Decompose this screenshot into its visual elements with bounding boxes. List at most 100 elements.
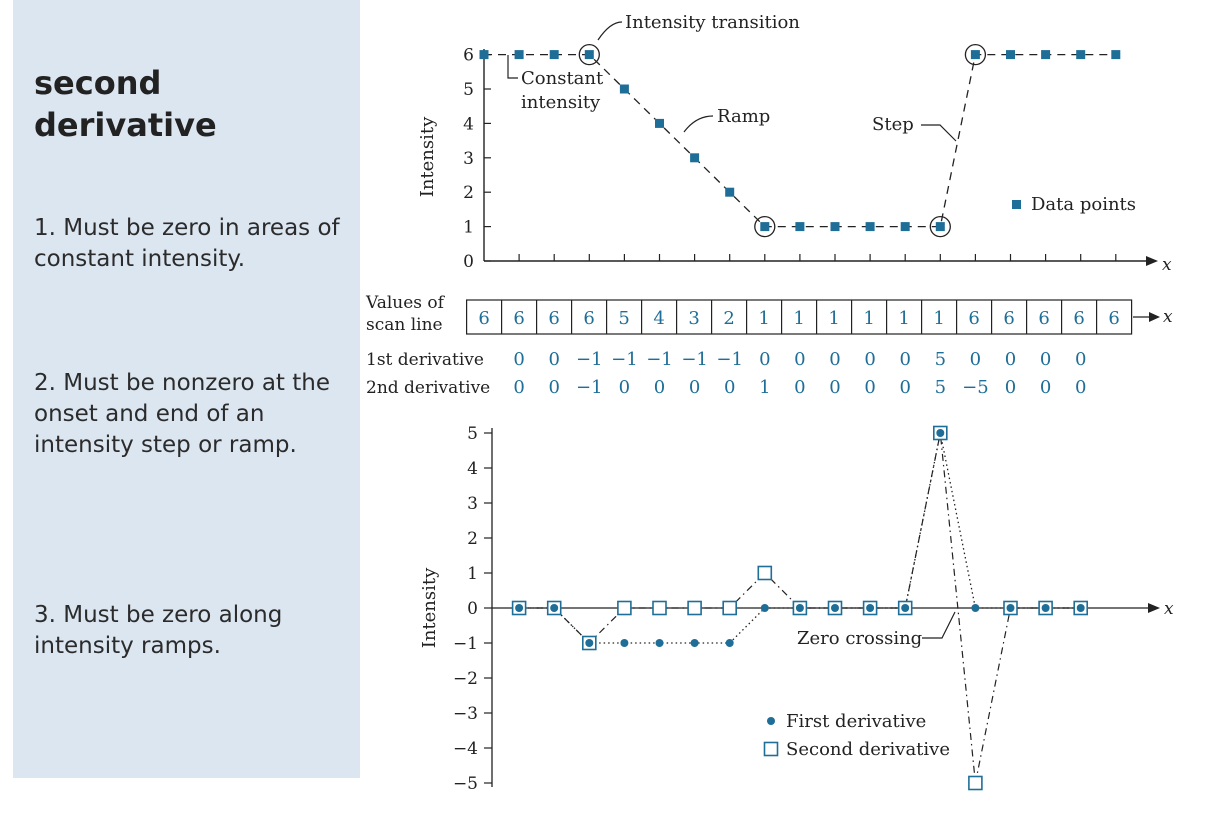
table-cell-value: 1: [793, 308, 804, 329]
second-derivative-line: [519, 432, 1081, 784]
second-derivative-value: 0: [724, 377, 735, 398]
second-derivative-value: 5: [935, 377, 946, 398]
table-cell-value: 6: [478, 308, 489, 329]
constant-leader: [507, 55, 518, 79]
first-derivative-value: 0: [513, 349, 524, 370]
first-derivative-marker: [1076, 604, 1085, 612]
data-point-marker: [619, 84, 629, 94]
first-derivative-value: 0: [794, 349, 805, 370]
table-cell-value: 6: [968, 308, 979, 329]
first-derivative-marker: [1041, 604, 1050, 612]
first-derivative-marker: [1006, 604, 1015, 612]
table-cell-value: 6: [583, 308, 594, 329]
first-derivative-value: 0: [548, 349, 559, 370]
data-point-marker: [830, 222, 840, 232]
y-tick-label: −4: [453, 739, 478, 759]
first-derivative-marker: [690, 639, 699, 647]
first-derivative-marker: [831, 604, 839, 612]
x-axis-label: x: [1164, 599, 1174, 619]
first-derivative-value: 5: [935, 349, 946, 370]
data-point-marker: [1111, 50, 1121, 60]
table-cell-value: 2: [723, 308, 734, 329]
data-point-marker: [655, 118, 664, 128]
first-derivative-marker: [901, 604, 910, 612]
first-derivative-marker: [655, 639, 664, 647]
second-derivative-label: 2nd derivative: [366, 378, 490, 398]
second-derivative-value: 0: [619, 377, 630, 398]
y-tick-label: 2: [467, 529, 478, 549]
legend-label: Data points: [1031, 194, 1136, 215]
table-cell-value: 6: [1108, 308, 1119, 329]
data-point-marker: [479, 50, 489, 60]
first-derivative-value: 0: [1075, 349, 1086, 370]
first-derivative-marker: [971, 604, 980, 612]
second-derivative-marker: [968, 775, 983, 791]
second-derivative-value: 0: [513, 377, 524, 398]
data-point-marker: [795, 222, 805, 232]
derivatives-chart: x −5 −4 −3 −2 −1 0 1 2 3 4 5 Intensity Zero crossing F…: [419, 424, 1174, 794]
ramp-leader: [683, 115, 714, 133]
y-tick-label: 0: [463, 252, 474, 272]
second-derivative-value: 0: [1005, 377, 1016, 398]
table-cell-value: 6: [1038, 308, 1049, 329]
table-frame: [466, 299, 1133, 335]
table-x-label: x: [1163, 307, 1173, 327]
first-derivative-value: −1: [716, 349, 743, 370]
first-derivative-marker: [725, 639, 734, 647]
y-tick-label: 3: [467, 494, 478, 514]
zero-crossing-label: Zero crossing: [797, 628, 922, 649]
legend-first-label: First derivative: [786, 711, 926, 732]
second-derivative-value: 0: [689, 377, 700, 398]
data-point-marker: [1006, 50, 1015, 60]
data-point-marker: [970, 50, 980, 60]
y-tick-label: −1: [453, 634, 478, 654]
y-tick-label: 1: [463, 218, 474, 238]
y-tick-label: 1: [467, 564, 478, 584]
first-derivative-value: 0: [759, 349, 770, 370]
first-derivative-value: 0: [1005, 349, 1016, 370]
y-tick-label: 4: [467, 459, 478, 479]
second-derivative-value: 0: [1040, 377, 1051, 398]
data-point-marker: [935, 222, 945, 232]
second-derivative-value: 0: [864, 377, 875, 398]
first-derivative-marker: [585, 639, 594, 647]
first-derivative-value: 0: [899, 349, 910, 370]
data-point-marker: [760, 222, 770, 232]
data-point-marker: [514, 50, 524, 60]
table-row-label-2: scan line: [366, 315, 443, 335]
second-derivative-marker: [722, 600, 738, 616]
transition-leader: [597, 21, 623, 41]
table-cell-value: 6: [513, 308, 524, 329]
y-tick-label: −3: [453, 704, 478, 724]
constant-label-2: intensity: [521, 92, 601, 113]
y-tick-label: 0: [467, 599, 478, 619]
transition-circle: [578, 43, 600, 66]
intensity-profile-chart: x 0 1 2 3 4 5 6 Intensity Intensity transition Con…: [417, 12, 1172, 275]
second-derivative-marker: [757, 565, 773, 581]
table-cell-value: 6: [1073, 308, 1084, 329]
legend-first-marker: [767, 717, 775, 725]
transition-circle: [929, 215, 951, 238]
first-derivative-value: 0: [864, 349, 875, 370]
y-tick-label: −5: [453, 774, 478, 794]
table-cell-value: 1: [898, 308, 909, 329]
step-label: Step: [872, 114, 914, 135]
y-tick-label: 5: [463, 80, 474, 100]
y-tick-label: −2: [453, 669, 478, 689]
first-derivative-marker: [936, 429, 945, 437]
table-cell-value: 6: [1003, 308, 1014, 329]
first-derivative-value: −1: [681, 349, 708, 370]
data-point-marker: [690, 153, 700, 163]
transition-label: Intensity transition: [625, 12, 800, 33]
data-point-marker: [1041, 50, 1051, 60]
transition-circle: [964, 43, 987, 66]
first-derivative-value: −1: [646, 349, 673, 370]
table-cell-value: 1: [863, 308, 874, 329]
y-tick-label: 4: [463, 114, 474, 134]
first-derivative-marker: [866, 604, 875, 612]
ramp-label: Ramp: [717, 106, 770, 127]
second-derivative-marker: [652, 600, 667, 616]
table-cell-value: 6: [548, 308, 559, 329]
